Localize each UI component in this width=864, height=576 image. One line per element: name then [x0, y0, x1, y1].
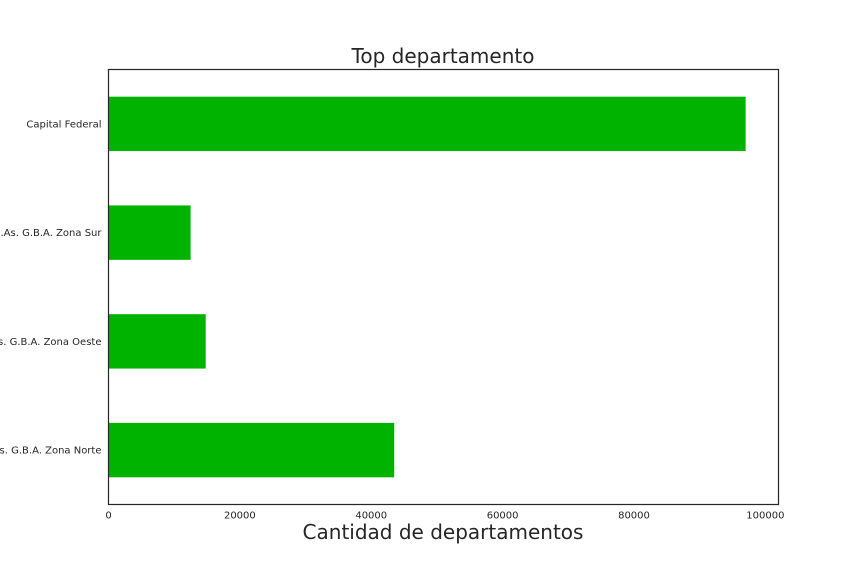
y-tick-label: Bs.As. G.B.A. Zona Norte	[0, 446, 102, 457]
y-tick-label: Bs.As. G.B.A. Zona Sur	[0, 228, 102, 239]
y-tick-label: Capital Federal	[26, 119, 101, 130]
x-tick-labels: 0 20000 40000 60000 80000 100000	[105, 511, 784, 522]
bar-1	[108, 205, 191, 260]
x-axis-label: Cantidad de departamentos	[303, 520, 584, 544]
x-tick-label: 20000	[224, 511, 256, 522]
x-tick-label: 100000	[746, 511, 784, 522]
bar-2	[108, 314, 206, 369]
x-tick-label: 0	[105, 511, 111, 522]
x-tick-label: 80000	[618, 511, 650, 522]
x-tick-label: 40000	[355, 511, 387, 522]
bar-3	[108, 422, 395, 478]
x-tick-label: 60000	[487, 511, 519, 522]
bar-0	[108, 96, 746, 152]
y-tick-labels: Capital Federal Bs.As. G.B.A. Zona Sur Bs.…	[0, 119, 102, 456]
chart-title: Top departamento	[351, 44, 535, 68]
plot-frame	[107, 68, 780, 506]
bars-group	[108, 96, 746, 478]
y-tick-label: Bs.As. G.B.A. Zona Oeste	[0, 337, 102, 348]
